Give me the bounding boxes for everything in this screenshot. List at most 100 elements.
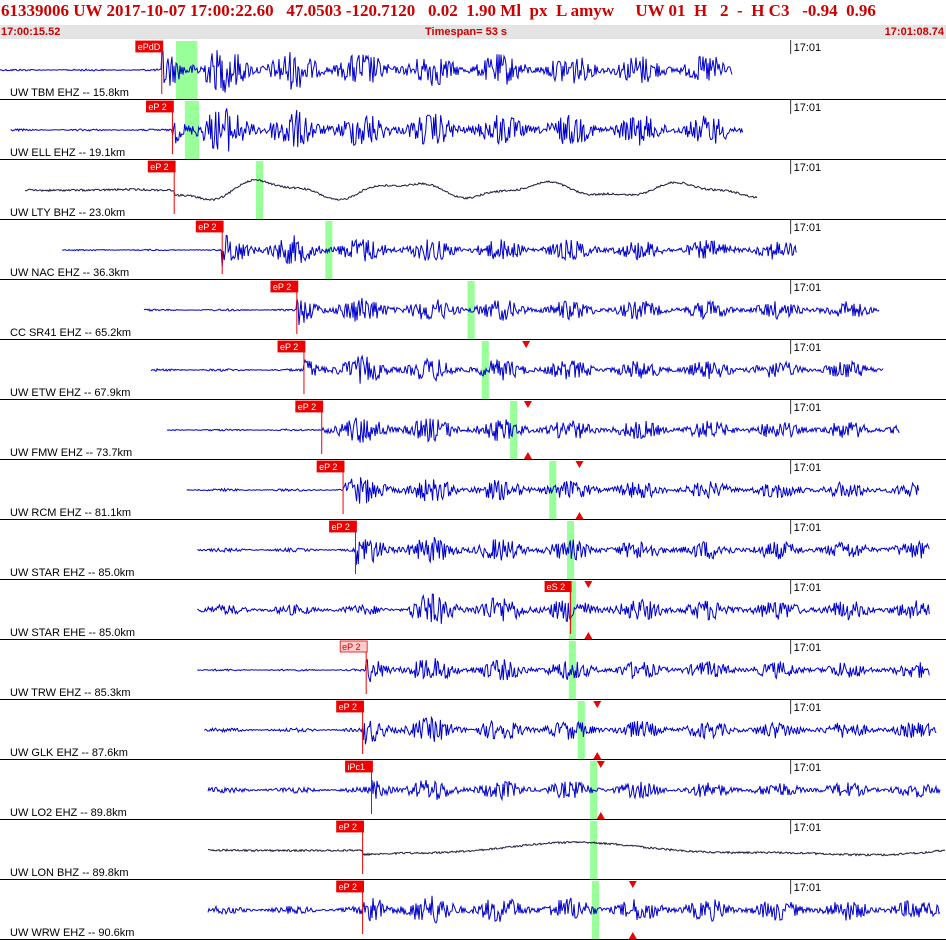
waveform-trace bbox=[207, 895, 941, 924]
seismogram-panel[interactable]: ePdD 17:01 UW TBM EHZ -- 15.8km eP 2 17:01 UW… bbox=[0, 40, 946, 940]
minute-tick-label: 17:01 bbox=[794, 822, 822, 834]
header-bar: 61339006 UW 2017-10-07 17:00:22.60 47.05… bbox=[0, 0, 946, 40]
minute-tick-label: 17:01 bbox=[794, 582, 822, 594]
pick-label[interactable]: eP 2 bbox=[339, 702, 357, 712]
waveform-trace bbox=[207, 840, 946, 857]
pick-label[interactable]: eP 2 bbox=[198, 222, 216, 232]
pick-label[interactable]: eP 2 bbox=[150, 162, 168, 172]
channel-row[interactable]: eP 2 17:01 UW RCM EHZ -- 81.1km bbox=[0, 460, 946, 520]
pick-label[interactable]: eP 2 bbox=[148, 102, 166, 112]
amp-flag-top-icon bbox=[628, 881, 637, 888]
pick-label[interactable]: eP 2 bbox=[298, 402, 316, 412]
pick-label-box[interactable] bbox=[277, 340, 306, 353]
minute-tick-label: 17:01 bbox=[794, 762, 822, 774]
waveform-trace bbox=[186, 477, 920, 504]
event-title: 61339006 UW 2017-10-07 17:00:22.60 47.05… bbox=[1, 1, 876, 20]
amp-flag-bottom-icon bbox=[584, 632, 593, 639]
channel-label: UW GLK EHZ -- 87.6km bbox=[10, 747, 128, 759]
pick-label-box[interactable] bbox=[195, 220, 224, 233]
channel-row[interactable]: eP 2 17:01 UW GLK EHZ -- 87.6km bbox=[0, 700, 946, 760]
waveform-trace bbox=[0, 50, 733, 93]
channel-label: UW FMW EHZ -- 73.7km bbox=[10, 447, 132, 459]
pick-label[interactable]: iPc1 bbox=[348, 762, 366, 772]
waveform-trace bbox=[204, 715, 937, 745]
channel-label: UW RCM EHZ -- 81.1km bbox=[10, 507, 131, 519]
waveform-trace bbox=[150, 354, 884, 384]
channel-row[interactable]: eP 2 17:01 UW STAR EHZ -- 85.0km bbox=[0, 520, 946, 580]
channel-label: UW LO2 EHZ -- 89.8km bbox=[10, 807, 127, 819]
amp-flag-top-icon bbox=[584, 581, 593, 588]
channel-label: UW WRW EHZ -- 90.6km bbox=[10, 927, 134, 939]
pick-label[interactable]: eP 2 bbox=[280, 342, 298, 352]
waveform-trace bbox=[197, 593, 930, 624]
pick-label-box[interactable] bbox=[147, 160, 176, 173]
channel-row[interactable]: eP 2 17:01 UW ETW EHZ -- 67.9km bbox=[0, 340, 946, 400]
waveform-trace bbox=[24, 178, 758, 202]
channel-row[interactable]: eS 2 17:01 UW STAR EHE -- 85.0km bbox=[0, 580, 946, 640]
channel-label: UW LTY BHZ -- 23.0km bbox=[10, 207, 125, 219]
minute-tick-label: 17:01 bbox=[794, 702, 822, 714]
amp-flag-top-icon bbox=[522, 341, 531, 348]
pick-label-box[interactable] bbox=[316, 460, 345, 473]
channel-row[interactable]: ePdD 17:01 UW TBM EHZ -- 15.8km bbox=[0, 40, 946, 100]
amp-flag-bottom-icon bbox=[523, 452, 532, 459]
pick-label-box[interactable] bbox=[295, 400, 324, 413]
channel-row[interactable]: eP 2 17:01 CC SR41 EHZ -- 65.2km bbox=[0, 280, 946, 340]
marker-band bbox=[568, 641, 576, 699]
pick-label[interactable]: eP 2 bbox=[273, 282, 291, 292]
amp-flag-top-icon bbox=[575, 461, 584, 468]
marker-band bbox=[590, 821, 598, 879]
minute-tick-label: 17:01 bbox=[794, 402, 822, 414]
minute-tick-label: 17:01 bbox=[794, 162, 822, 174]
pick-label[interactable]: eP 2 bbox=[339, 822, 357, 832]
minute-tick-label: 17:01 bbox=[794, 882, 822, 894]
minute-tick-label: 17:01 bbox=[794, 642, 822, 654]
waveform-trace bbox=[166, 417, 900, 443]
amp-flag-bottom-icon bbox=[596, 812, 605, 819]
timespan: Timespan= 53 s bbox=[425, 26, 508, 38]
pick-label-box[interactable] bbox=[329, 520, 357, 533]
channel-row[interactable]: eP 2 17:01 UW WRW EHZ -- 90.6km bbox=[0, 880, 946, 940]
channel-label: UW ETW EHZ -- 67.9km bbox=[10, 387, 130, 399]
amp-flag-top-icon bbox=[593, 701, 602, 708]
channel-label: UW NAC EHZ -- 36.3km bbox=[10, 267, 129, 279]
pick-label-box[interactable] bbox=[339, 640, 368, 653]
amp-flag-bottom-icon bbox=[628, 932, 637, 939]
s-pick-label[interactable]: eS 2 bbox=[547, 582, 566, 592]
channel-label: UW TBM EHZ -- 15.8km bbox=[10, 87, 129, 99]
channel-row[interactable]: eP 2 17:01 UW LON BHZ -- 89.8km bbox=[0, 820, 946, 880]
channel-label: UW STAR EHZ -- 85.0km bbox=[10, 567, 134, 579]
amp-flag-top-icon bbox=[596, 761, 605, 768]
minute-tick-label: 17:01 bbox=[794, 102, 822, 114]
pick-label[interactable]: eP 2 bbox=[342, 642, 360, 652]
minute-tick-label: 17:01 bbox=[794, 42, 822, 54]
amp-flag-bottom-icon bbox=[575, 512, 584, 519]
waveform-trace bbox=[197, 537, 930, 565]
channel-row[interactable]: eP 2 17:01 UW FMW EHZ -- 73.7km bbox=[0, 400, 946, 460]
pick-label-box[interactable] bbox=[336, 820, 365, 833]
pick-label-box[interactable] bbox=[345, 760, 373, 773]
channel-row[interactable]: iPc1 17:01 UW LO2 EHZ -- 89.8km bbox=[0, 760, 946, 820]
pick-label-box[interactable] bbox=[135, 40, 164, 53]
marker-band bbox=[467, 281, 475, 339]
pick-label[interactable]: ePdD bbox=[138, 42, 161, 52]
pick-label[interactable]: eP 2 bbox=[319, 462, 337, 472]
pick-label-box[interactable] bbox=[146, 100, 174, 113]
pick-label[interactable]: eP 2 bbox=[332, 522, 350, 532]
pick-label-box[interactable] bbox=[336, 700, 365, 713]
pick-label[interactable]: eP 2 bbox=[339, 882, 357, 892]
amp-flag-top-icon bbox=[523, 401, 532, 408]
pick-label-box[interactable] bbox=[270, 280, 299, 293]
start-time: 17:00:15.52 bbox=[1, 26, 61, 38]
pick-label-box[interactable] bbox=[336, 880, 365, 893]
channel-row[interactable]: eP 2 17:01 UW NAC EHZ -- 36.3km bbox=[0, 220, 946, 280]
amp-flag-bottom-icon bbox=[593, 752, 602, 759]
channel-label: CC SR41 EHZ -- 65.2km bbox=[10, 327, 131, 339]
channel-row[interactable]: eP 2 17:01 UW TRW EHZ -- 85.3km bbox=[0, 640, 946, 700]
channel-row[interactable]: eP 2 17:01 UW ELL EHZ -- 19.1km bbox=[0, 100, 946, 160]
channel-label: UW LON BHZ -- 89.8km bbox=[10, 867, 129, 879]
waveform-trace bbox=[207, 779, 941, 802]
s-pick-label-box[interactable] bbox=[544, 581, 572, 592]
channel-row[interactable]: eP 2 17:01 UW LTY BHZ -- 23.0km bbox=[0, 160, 946, 220]
minute-tick-label: 17:01 bbox=[794, 282, 822, 294]
